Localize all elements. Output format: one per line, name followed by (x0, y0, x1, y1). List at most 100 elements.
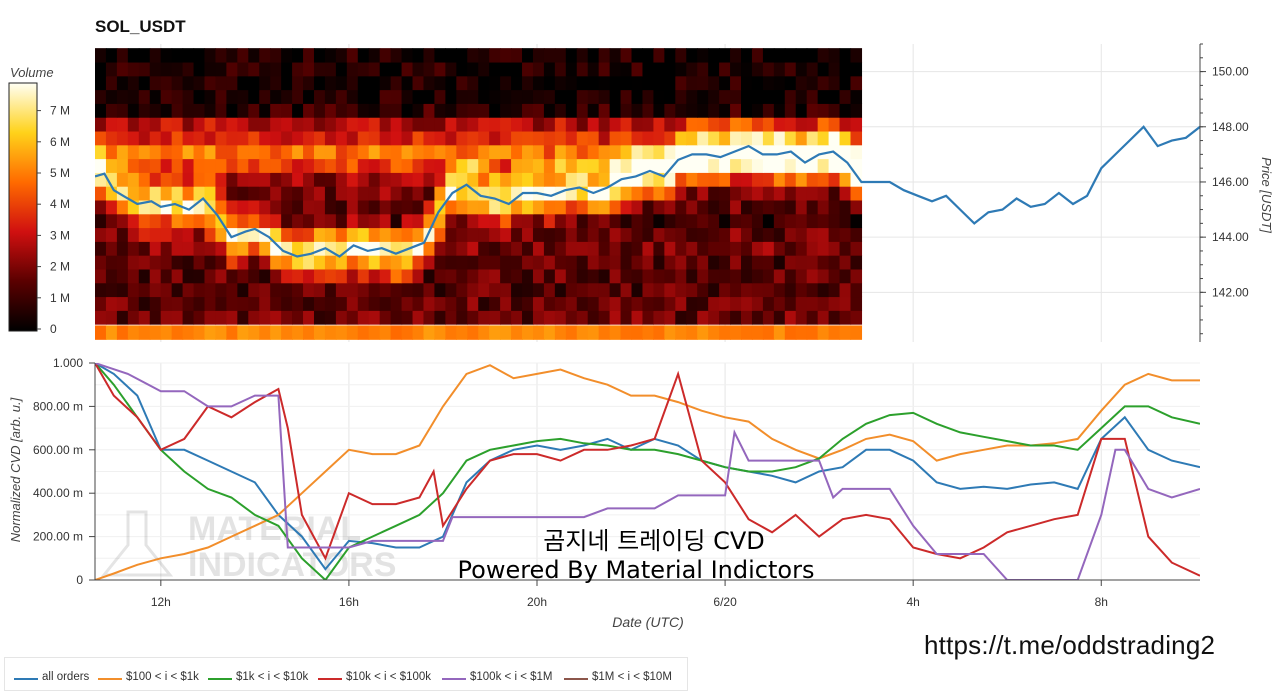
series-line-all-orders (95, 363, 1200, 571)
heat-cell (806, 296, 819, 311)
heat-cell (412, 172, 425, 187)
heat-cell (511, 48, 523, 63)
heat-cell (105, 186, 118, 201)
heat-cell (303, 282, 315, 298)
heat-cell (226, 255, 238, 270)
heat-cell (500, 117, 512, 132)
heat-cell (653, 213, 665, 229)
heat-cell (500, 89, 512, 104)
heat-cell (423, 172, 436, 187)
heat-cell (730, 268, 742, 284)
price-tick-label: 144.00 (1212, 230, 1249, 244)
heat-cell (423, 282, 436, 298)
heat-cell (204, 61, 217, 77)
heat-cell (401, 103, 414, 118)
heat-cell (850, 48, 863, 63)
heat-cell (478, 172, 490, 187)
heat-cell (324, 89, 337, 104)
heat-cell (281, 61, 293, 77)
heat-cell (138, 325, 151, 340)
heat-cell (653, 255, 665, 270)
heat-cell (839, 61, 852, 77)
heat-cell (817, 227, 830, 242)
heat-cell (292, 117, 304, 132)
heat-cell (95, 310, 107, 325)
heat-cell (204, 268, 217, 284)
heat-cell (828, 75, 841, 91)
heat-cell (160, 186, 173, 201)
heat-cell (565, 61, 578, 77)
heat-cell (401, 186, 414, 201)
heat-cell (401, 117, 414, 132)
heat-cell (631, 89, 644, 104)
heat-cell (204, 296, 217, 311)
heat-cell (237, 325, 249, 340)
telegram-url[interactable]: https://t.me/oddstrading2 (924, 630, 1216, 660)
heat-cell (401, 75, 414, 91)
heat-cell (423, 130, 436, 146)
heat-cell (730, 255, 742, 270)
heat-cell (193, 310, 206, 325)
heat-cell (324, 117, 337, 132)
heat-cell (160, 89, 173, 104)
price-line (95, 125, 1200, 258)
heat-cell (762, 48, 775, 63)
heat-cell (839, 213, 852, 229)
heat-cell (675, 117, 687, 132)
heat-cell (412, 282, 425, 298)
heat-cell (478, 186, 490, 201)
heat-cell (138, 296, 151, 311)
heat-cell (379, 325, 392, 340)
heat-cell (368, 158, 381, 173)
heat-cell (598, 48, 611, 63)
heat-cell (511, 325, 523, 340)
heat-cell (467, 296, 479, 311)
heat-cell (456, 255, 468, 270)
heat-cell (226, 282, 238, 298)
heat-cell (390, 213, 403, 229)
heat-cell (281, 325, 293, 340)
heat-cell (445, 213, 457, 229)
heat-cell (543, 310, 556, 325)
heat-cell (697, 158, 709, 173)
heat-cell (839, 144, 852, 160)
heat-cell (412, 186, 425, 201)
heat-cell (116, 186, 129, 201)
heat-cell (248, 310, 260, 325)
heat-cell (171, 296, 184, 311)
heat-cell (335, 48, 348, 63)
heat-cell (467, 213, 479, 229)
heat-cell (478, 296, 490, 311)
heat-cell (237, 282, 249, 298)
heat-cell (445, 282, 457, 298)
heat-cell (467, 255, 479, 270)
heat-cell (116, 241, 129, 256)
heat-cell (171, 310, 184, 325)
heat-cell (456, 325, 468, 340)
heat-cell (554, 227, 567, 242)
heat-cell (423, 255, 436, 270)
heat-cell (281, 130, 293, 146)
heat-cell (401, 158, 414, 173)
heat-cell (324, 255, 337, 270)
heat-cell (708, 117, 720, 132)
heat-cell (784, 227, 797, 242)
colorbar-tick-label: 0 (50, 322, 57, 336)
heat-cell (631, 117, 644, 132)
heat-cell (675, 186, 687, 201)
heat-cell (401, 255, 414, 270)
heat-cell (762, 75, 775, 91)
heat-cell (675, 61, 687, 77)
heat-cell (642, 186, 655, 201)
legend-label: $1k < i < $10k (236, 671, 309, 683)
heat-cell (554, 48, 567, 63)
legend-label: $100k < i < $1M (470, 671, 553, 683)
heat-cell (303, 172, 315, 187)
heat-cell (226, 186, 238, 201)
heat-cell (259, 213, 271, 229)
heat-cell (127, 130, 140, 146)
heat-cell (204, 130, 217, 146)
heat-cell (751, 199, 764, 215)
heat-cell (259, 241, 271, 256)
heat-cell (379, 117, 392, 132)
